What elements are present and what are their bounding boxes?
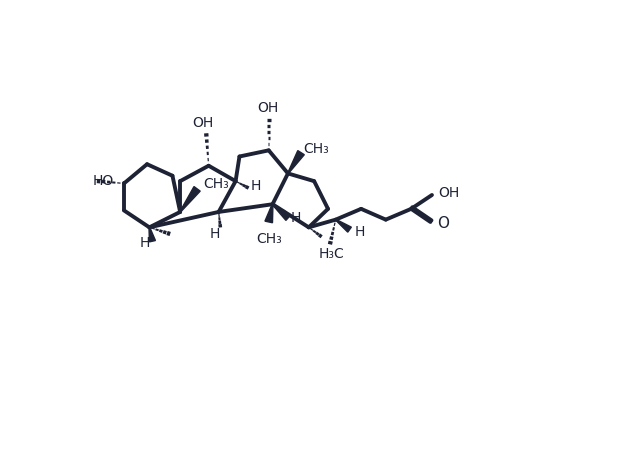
- Text: H: H: [291, 211, 301, 225]
- Text: OH: OH: [192, 116, 213, 130]
- Text: OH: OH: [257, 101, 278, 115]
- Text: OH: OH: [438, 187, 460, 201]
- Text: CH₃: CH₃: [303, 142, 329, 156]
- Text: H: H: [140, 236, 150, 250]
- Polygon shape: [149, 227, 156, 242]
- Text: H₃C: H₃C: [319, 247, 345, 261]
- Polygon shape: [272, 204, 290, 220]
- Text: CH₃: CH₃: [204, 177, 229, 191]
- Polygon shape: [180, 187, 200, 212]
- Polygon shape: [265, 204, 273, 223]
- Text: H: H: [354, 225, 365, 239]
- Text: HO: HO: [92, 174, 114, 188]
- Text: H: H: [210, 227, 220, 241]
- Polygon shape: [335, 219, 351, 232]
- Polygon shape: [287, 150, 304, 173]
- Text: CH₃: CH₃: [256, 232, 282, 246]
- Text: H: H: [251, 179, 261, 193]
- Text: O: O: [437, 216, 449, 231]
